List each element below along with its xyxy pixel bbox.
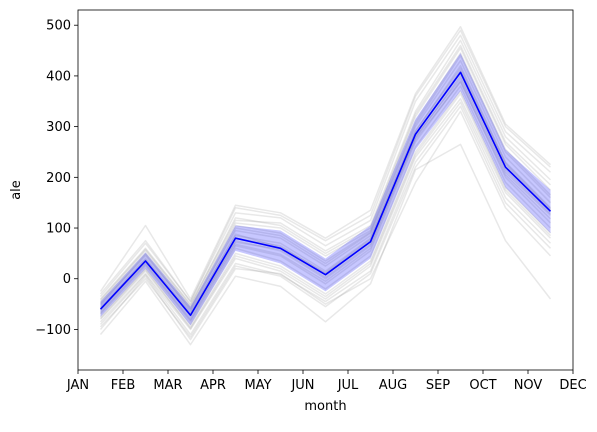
x-axis: JAN FEB MAR APR MAY JUN JUL AUG SEP OCT NOV DEC bbox=[66, 370, 587, 393]
y-tick-label--100: −100 bbox=[35, 323, 71, 338]
x-tick-label-sep: SEP bbox=[426, 378, 450, 393]
background-line-14 bbox=[99, 143, 552, 346]
background-line-24 bbox=[99, 44, 552, 306]
background-line-5 bbox=[99, 47, 552, 308]
background-line-3 bbox=[99, 59, 552, 310]
x-tick-label-oct: OCT bbox=[469, 378, 496, 393]
background-line-8 bbox=[99, 39, 552, 305]
y-tick-label-0: 0 bbox=[63, 272, 71, 287]
background-line-13 bbox=[99, 105, 552, 338]
background-line-1 bbox=[99, 65, 552, 313]
background-line-4 bbox=[99, 80, 552, 323]
background-line-2 bbox=[99, 77, 552, 321]
x-axis-label: month bbox=[304, 399, 346, 414]
background-line-10 bbox=[99, 34, 552, 303]
confidence-band bbox=[100, 53, 551, 326]
x-tick-label-mar: MAR bbox=[153, 378, 182, 393]
x-tick-label-nov: NOV bbox=[514, 378, 543, 393]
x-tick-label-jun: JUN bbox=[290, 378, 314, 393]
y-axis: −100 0 100 200 300 400 500 bbox=[35, 19, 78, 338]
x-tick-label-jan: JAN bbox=[66, 378, 89, 393]
y-tick-label-400: 400 bbox=[46, 69, 71, 84]
background-line-19 bbox=[99, 54, 552, 311]
x-tick-label-dec: DEC bbox=[559, 378, 586, 393]
x-tick-label-aug: AUG bbox=[379, 378, 407, 393]
background-line-6 bbox=[99, 85, 552, 326]
background-line-15 bbox=[99, 110, 552, 341]
background-line-17 bbox=[99, 67, 552, 314]
y-tick-label-200: 200 bbox=[46, 171, 71, 186]
background-line-16 bbox=[99, 25, 552, 300]
background-line-20 bbox=[99, 81, 552, 322]
y-tick-label-100: 100 bbox=[46, 222, 71, 237]
background-line-22 bbox=[99, 52, 552, 309]
background-line-9 bbox=[99, 90, 552, 328]
x-tick-label-jul: JUL bbox=[337, 378, 359, 393]
background-line-12 bbox=[99, 29, 552, 303]
background-line-18 bbox=[99, 75, 552, 318]
x-tick-label-may: MAY bbox=[244, 378, 271, 393]
y-tick-label-300: 300 bbox=[46, 120, 71, 135]
axes-frame bbox=[77, 9, 574, 371]
y-tick-label-500: 500 bbox=[46, 19, 71, 34]
x-tick-label-feb: FEB bbox=[111, 378, 136, 393]
background-line-21 bbox=[99, 92, 552, 330]
x-tick-label-apr: APR bbox=[200, 378, 226, 393]
background-line-11 bbox=[99, 97, 552, 331]
y-axis-label: ale bbox=[9, 180, 24, 200]
plot-area bbox=[99, 25, 552, 346]
background-line-23 bbox=[99, 101, 552, 336]
